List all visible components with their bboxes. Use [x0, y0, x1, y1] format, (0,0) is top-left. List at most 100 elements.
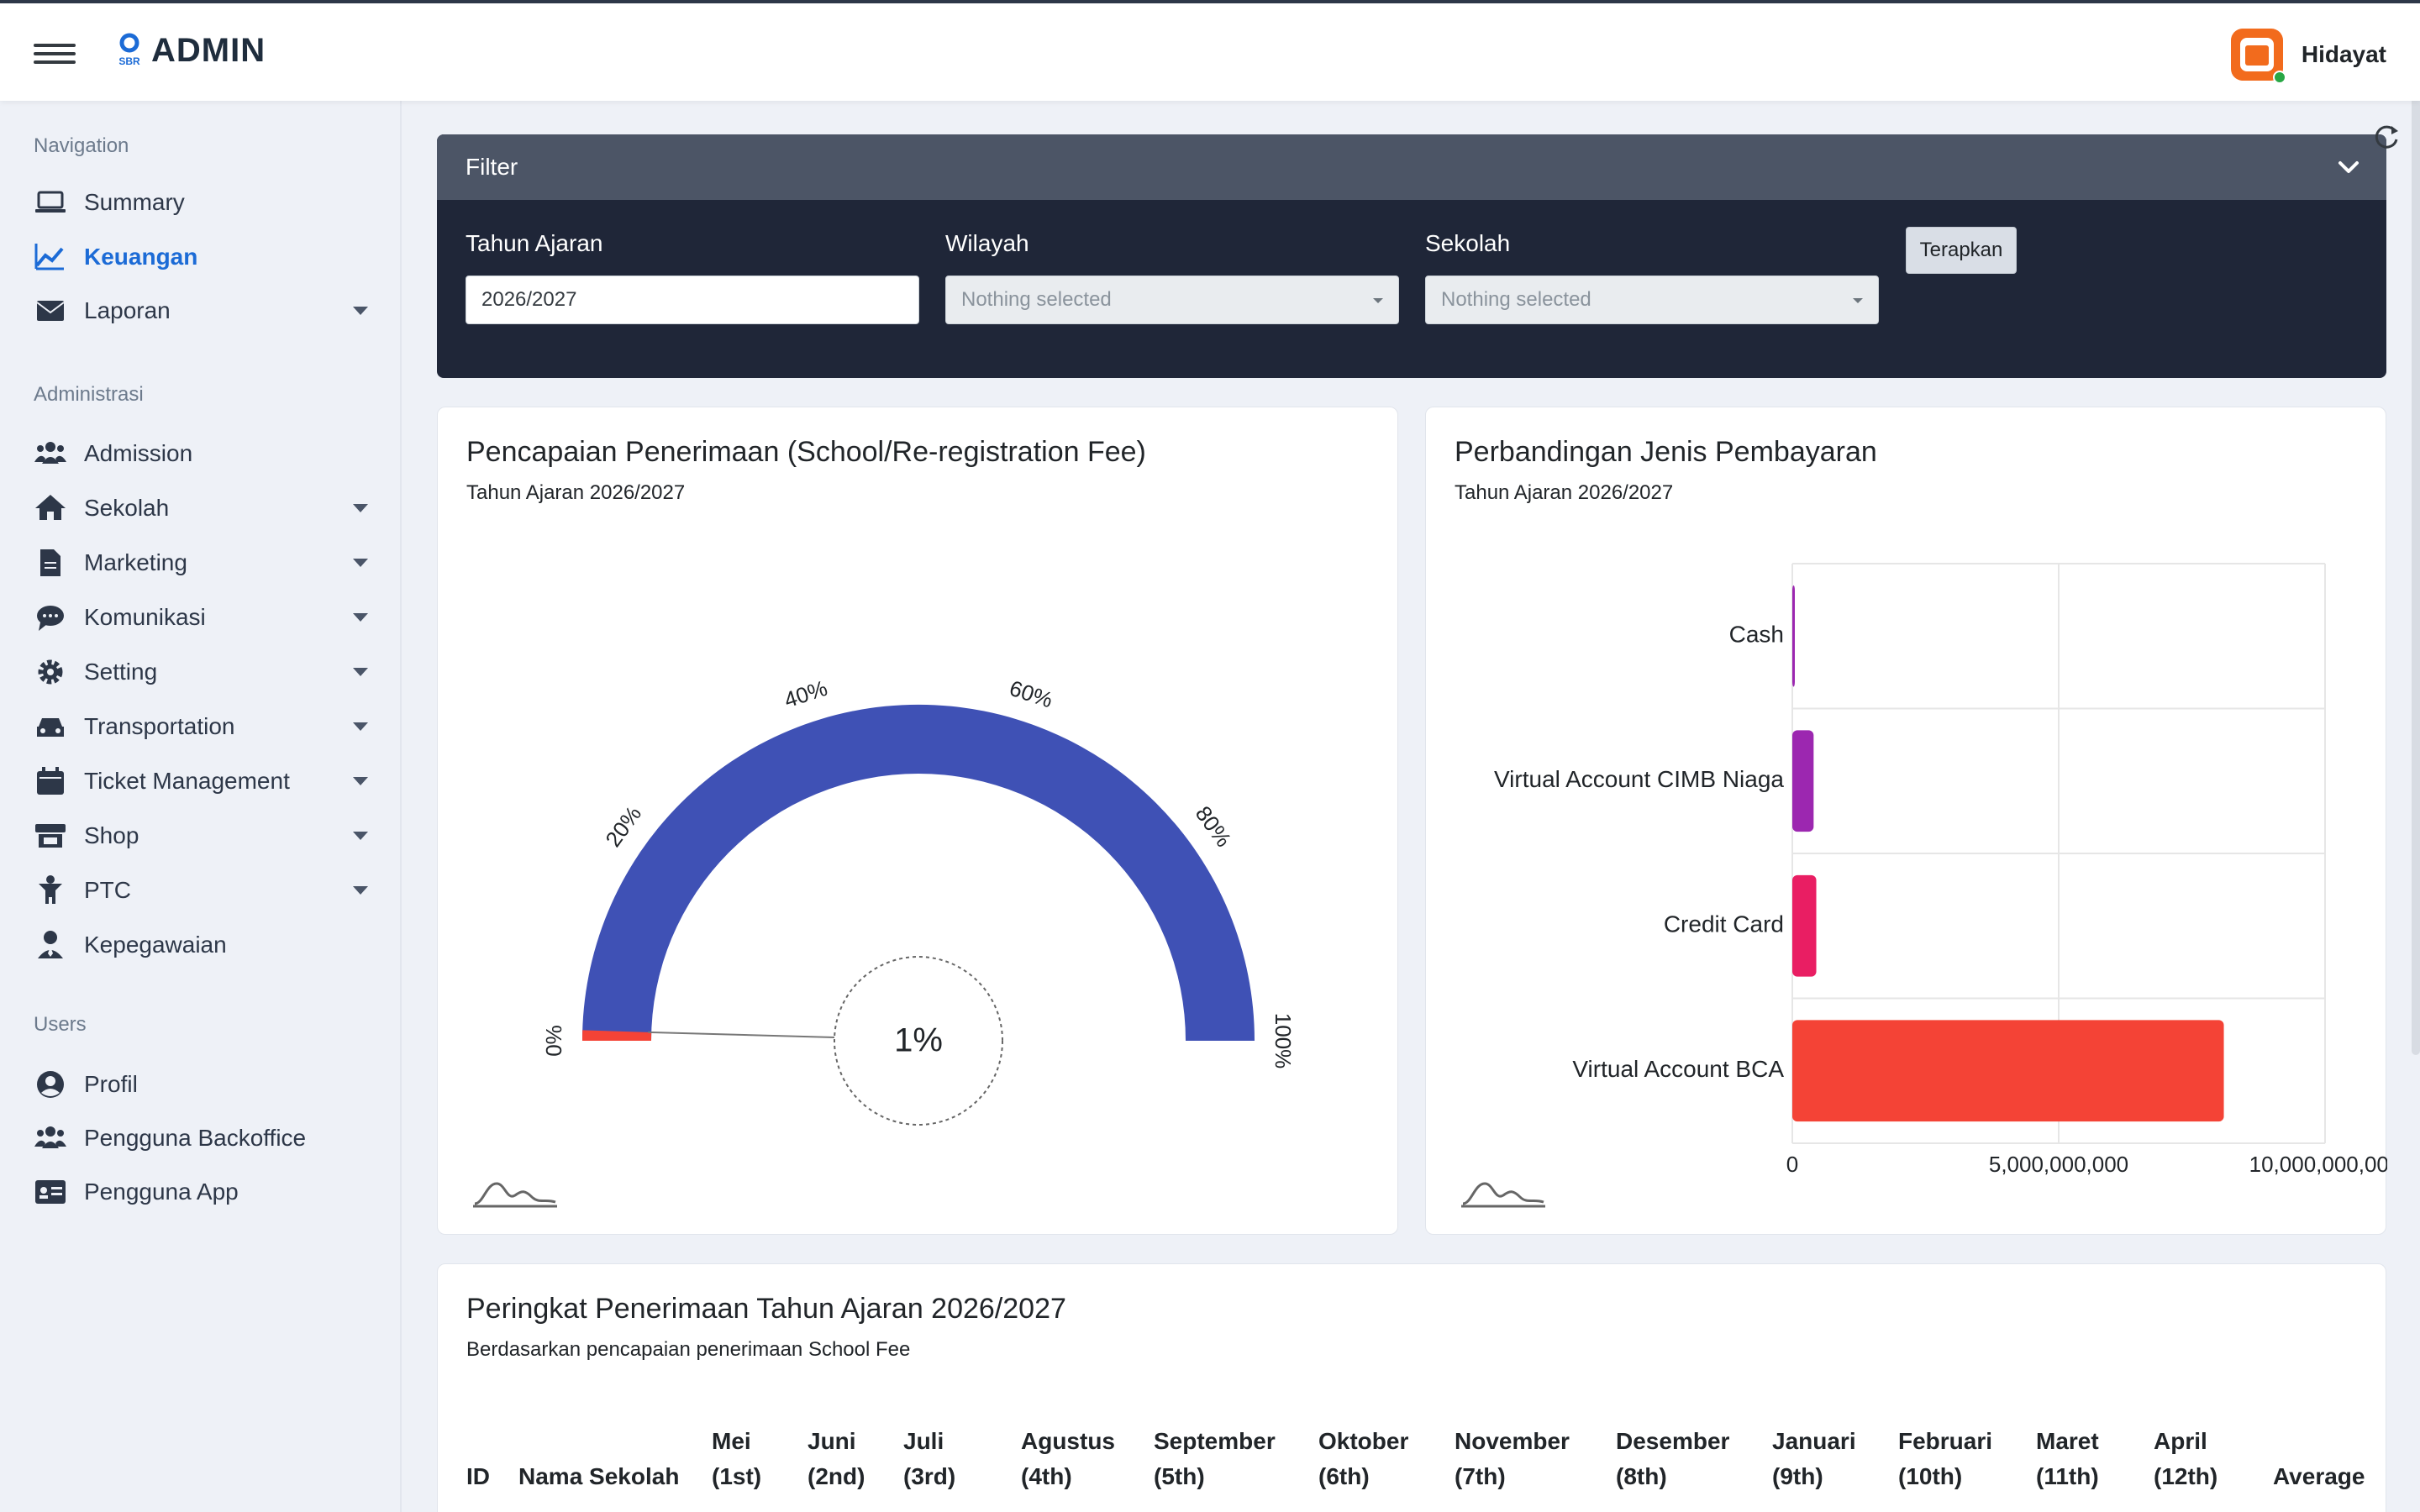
caret-down-icon [353, 559, 368, 567]
sidebar-item-label: Transportation [84, 713, 235, 739]
gauge-card: Pencapaian Penerimaan (School/Re-registr… [437, 407, 1398, 1235]
bar-virtual-account-bca[interactable] [1792, 1020, 2224, 1122]
tahun-ajaran-input[interactable]: 2026/2027 [466, 276, 919, 324]
brand[interactable]: SBR ADMIN [111, 32, 266, 70]
sidebar-item-label: Marketing [84, 549, 187, 575]
laptop-icon [34, 186, 67, 219]
sidebar-item-label: PTC [84, 877, 131, 903]
caret-down-icon [353, 722, 368, 731]
column-header[interactable]: April (12th) [2154, 1428, 2218, 1489]
gauge-tick-label: 60% [1007, 675, 1056, 713]
column-header[interactable]: Nama Sekolah [518, 1463, 680, 1489]
sidebar-item-keuangan[interactable]: Keuangan [0, 233, 402, 281]
sidebar-item-sekolah[interactable]: Sekolah [0, 484, 402, 533]
payment-bar-chart: Cash Virtual Account CIMB Niaga Credit Car… [1494, 563, 2387, 1177]
filter-panel: Filter Tahun Ajaran 2026/2027 Wilayah No… [437, 134, 2386, 378]
sidebar-item-label: Pengguna Backoffice [84, 1125, 307, 1151]
sidebar-section-title: Administrasi [34, 383, 144, 406]
sidebar-item-kepegawaian[interactable]: Kepegawaian [0, 921, 402, 969]
ranking-table-header: ID Nama Sekolah Mei (1st) Juni (2nd) Juli (3rd… [466, 1424, 2365, 1508]
column-header[interactable]: November (7th) [1455, 1428, 1570, 1489]
sidebar-item-profil[interactable]: Profil [0, 1060, 402, 1109]
chart-menu-icon[interactable] [471, 1175, 559, 1209]
sidebar-item-setting[interactable]: Setting [0, 648, 402, 696]
ranking-card-subtitle: Berdasarkan pencapaian penerimaan School… [466, 1338, 911, 1361]
chart-line-icon [34, 240, 67, 274]
sidebar-item-shop[interactable]: Shop [0, 811, 402, 860]
column-header[interactable]: Average [2273, 1463, 2365, 1489]
sidebar-item-label: Komunikasi [84, 604, 206, 630]
top-navbar: SBR ADMIN Hidayat [0, 0, 2420, 101]
caret-down-icon [353, 777, 368, 785]
sidebar-item-ptc[interactable]: PTC [0, 866, 402, 915]
sidebar-item-label: Kepegawaian [84, 932, 227, 958]
sidebar-item-label: Shop [84, 822, 139, 848]
sidebar-item-pengguna-app[interactable]: Pengguna App [0, 1168, 402, 1216]
payment-type-card: Perbandingan Jenis Pembayaran Tahun Ajar… [1425, 407, 2387, 1235]
wilayah-select[interactable]: Nothing selected [945, 276, 1399, 324]
sidebar-item-label: Admission [84, 440, 193, 466]
gauge-tick-label: 0% [541, 1025, 566, 1057]
chevron-down-icon[interactable] [2336, 155, 2361, 180]
sidebar-item-label: Summary [84, 189, 185, 215]
chart-menu-icon[interactable] [1460, 1175, 1547, 1209]
brand-text: ADMIN [151, 32, 266, 69]
column-header[interactable]: Mei (1st) [712, 1428, 762, 1489]
users-icon [34, 437, 67, 470]
scrollbar[interactable] [2412, 81, 2420, 1055]
apply-button[interactable]: Terapkan [1906, 227, 2017, 274]
tahun-ajaran-label: Tahun Ajaran [466, 230, 603, 256]
avatar [2230, 29, 2286, 84]
sidebar-item-ticket-management[interactable]: Ticket Management [0, 757, 402, 806]
column-header[interactable]: Desember (8th) [1616, 1428, 1730, 1489]
user-menu[interactable]: Hidayat [2230, 29, 2386, 84]
sidebar-item-label: Laporan [84, 297, 171, 323]
bar-credit-card[interactable] [1792, 874, 1817, 977]
column-header[interactable]: September (5th) [1154, 1428, 1276, 1489]
sekolah-select[interactable]: Nothing selected [1425, 276, 1879, 324]
gauge-chart: 0% 20% 40% 60% 80% 100% 1% [541, 675, 1296, 1126]
refresh-icon[interactable] [2371, 123, 2402, 153]
sidebar: Navigation Summary Keuangan Laporan Administ… [0, 101, 402, 1512]
column-header[interactable]: Januari (9th) [1772, 1428, 1856, 1489]
sidebar-item-transportation[interactable]: Transportation [0, 702, 402, 751]
home-icon [34, 491, 67, 525]
sidebar-item-admission[interactable]: Admission [0, 429, 402, 478]
sidebar-item-label: Profil [84, 1071, 138, 1097]
bar-card-title: Perbandingan Jenis Pembayaran [1455, 436, 1877, 468]
hamburger-menu-icon[interactable] [34, 44, 76, 64]
ranking-card-title: Peringkat Penerimaan Tahun Ajaran 2026/2… [466, 1293, 1066, 1325]
gauge-tick-label: 100% [1270, 1013, 1296, 1069]
id-card-icon [34, 1175, 67, 1209]
sidebar-item-label: Pengguna App [84, 1179, 239, 1205]
bar-cash[interactable] [1792, 585, 1795, 687]
x-tick-label: 0 [1786, 1152, 1798, 1177]
column-header[interactable]: Februari (10th) [1898, 1428, 1993, 1489]
ranking-card: Peringkat Penerimaan Tahun Ajaran 2026/2… [437, 1263, 2386, 1512]
bar-virtual-account-cimb-niaga[interactable] [1792, 730, 1814, 832]
sidebar-item-summary[interactable]: Summary [0, 178, 402, 227]
column-header[interactable]: Oktober (6th) [1318, 1428, 1409, 1489]
column-header[interactable]: Agustus (4th) [1021, 1428, 1115, 1489]
filter-title: Filter [466, 154, 518, 180]
user-name: Hidayat [2301, 41, 2386, 67]
sidebar-section-title: Users [34, 1013, 87, 1036]
chat-icon [34, 601, 67, 634]
sidebar-item-laporan[interactable]: Laporan [0, 286, 402, 335]
svg-text:SBR: SBR [118, 55, 140, 67]
column-header[interactable]: ID [466, 1463, 490, 1489]
wilayah-label: Wilayah [945, 230, 1029, 256]
child-icon [34, 874, 67, 907]
category-label: Cash [1729, 622, 1784, 648]
store-icon [34, 819, 67, 853]
filter-header[interactable]: Filter [437, 134, 2386, 200]
gauge-card-subtitle: Tahun Ajaran 2026/2027 [466, 481, 686, 504]
column-header[interactable]: Maret (11th) [2036, 1428, 2099, 1489]
category-label: Virtual Account CIMB Niaga [1494, 766, 1784, 792]
column-header[interactable]: Juni (2nd) [808, 1428, 865, 1489]
sidebar-item-marketing[interactable]: Marketing [0, 538, 402, 587]
online-status-dot [2272, 71, 2286, 84]
sidebar-item-komunikasi[interactable]: Komunikasi [0, 593, 402, 642]
sidebar-item-pengguna-backoffice[interactable]: Pengguna Backoffice [0, 1114, 402, 1163]
column-header[interactable]: Juli (3rd) [903, 1428, 956, 1489]
